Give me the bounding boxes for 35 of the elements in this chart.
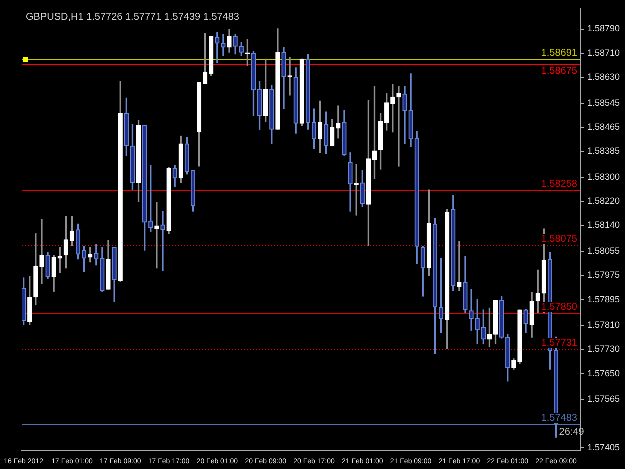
ref-line-label: 1.58675: [541, 66, 578, 77]
chart-title: GBPUSD,H1 1.57726 1.57771 1.57439 1.57483: [26, 12, 240, 24]
y-tick-label: 1.58630: [587, 72, 620, 82]
candlestick: [40, 219, 44, 284]
y-tick-label: 1.57810: [587, 320, 620, 330]
candlestick: [457, 241, 462, 292]
y-tick-label: 1.58055: [587, 246, 620, 256]
candlestick: [336, 106, 341, 139]
y-tick-label: 1.58790: [587, 24, 620, 34]
candlestick: [154, 202, 160, 269]
y-tick-label: 1.58385: [587, 146, 620, 156]
candlestick: [221, 34, 226, 56]
y-tick-label: 1.58140: [587, 220, 620, 230]
candlestick: [469, 289, 474, 331]
candlestick: [396, 86, 402, 167]
y-tick-label: 1.58300: [587, 172, 620, 182]
y-tick-label: 1.57895: [587, 294, 620, 304]
y-tick-label: 1.57650: [587, 368, 620, 378]
ref-line-label: 1.58075: [541, 234, 578, 246]
candlestick: [288, 57, 292, 96]
candlestick: [215, 32, 220, 64]
ref-line-label: 1.58258: [541, 178, 578, 190]
y-tick-label: 1.58465: [587, 122, 620, 132]
y-tick-label: 1.57565: [587, 394, 620, 404]
y-tick-label: 1.58710: [587, 48, 620, 58]
ref-line-label: 1.58691: [541, 48, 578, 59]
y-tick-label: 1.58545: [587, 98, 620, 108]
y-tick-label: 1.57975: [587, 270, 620, 280]
y-tick-label: 1.58220: [587, 196, 620, 206]
candlestick: [160, 211, 166, 272]
y-tick-label: 1.57730: [587, 344, 620, 354]
ref-line-label: 1.57483: [541, 413, 578, 424]
y-tick-label: 1.57405: [587, 442, 620, 452]
ref-line-label: 1.57731: [541, 338, 578, 350]
ref-line-label: 1.57850: [541, 302, 578, 314]
